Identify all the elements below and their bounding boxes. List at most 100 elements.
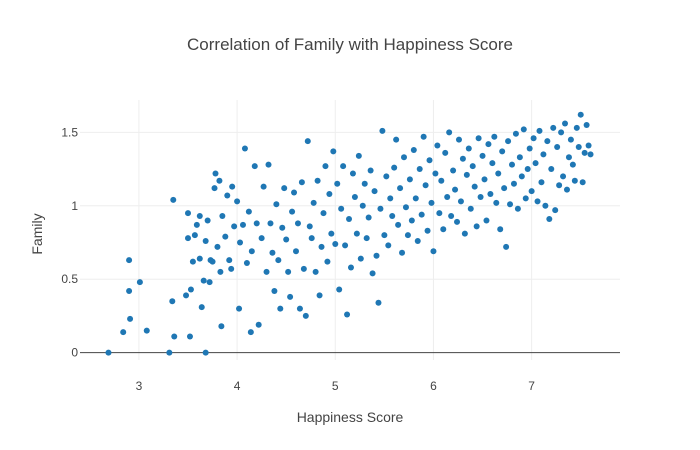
data-point	[558, 129, 565, 136]
data-point	[489, 160, 496, 167]
data-point	[260, 183, 267, 190]
data-point	[418, 211, 425, 218]
data-point	[344, 311, 351, 318]
x-tick-label: 3	[136, 379, 143, 393]
y-tick-label: 0.5	[61, 272, 78, 286]
data-point	[379, 127, 386, 134]
data-point	[296, 305, 303, 312]
data-point	[497, 226, 504, 233]
data-point	[402, 204, 409, 211]
data-point	[273, 201, 280, 208]
data-point	[328, 230, 335, 237]
data-point	[306, 223, 313, 230]
data-point	[381, 232, 388, 239]
data-point	[243, 260, 250, 267]
data-point	[404, 232, 411, 239]
data-point	[202, 238, 209, 245]
data-point	[196, 213, 203, 220]
data-point	[507, 201, 514, 208]
data-point	[186, 333, 193, 340]
data-point	[258, 235, 265, 242]
data-point	[170, 196, 177, 203]
data-point	[565, 154, 572, 161]
data-point	[393, 136, 400, 143]
tick-labels: 3 4 5 6 7 0 0.5 1 1.5	[61, 125, 535, 393]
data-point	[428, 199, 435, 206]
data-point	[302, 312, 309, 319]
data-point	[224, 192, 231, 199]
data-point	[347, 264, 354, 271]
data-point	[410, 146, 417, 153]
data-point	[479, 152, 486, 159]
data-point	[312, 268, 319, 275]
data-point	[375, 299, 382, 306]
data-point	[127, 315, 134, 322]
data-point	[383, 173, 390, 180]
data-point	[426, 157, 433, 164]
x-tick-label: 5	[332, 379, 339, 393]
data-point	[534, 198, 541, 205]
data-point	[206, 279, 213, 286]
data-point	[231, 223, 238, 230]
data-point	[334, 180, 341, 187]
x-tick-label: 7	[528, 379, 535, 393]
data-point	[193, 221, 200, 228]
data-point	[483, 217, 490, 224]
data-point	[234, 198, 241, 205]
data-point	[281, 185, 288, 192]
data-point	[518, 173, 525, 180]
data-point	[455, 136, 462, 143]
data-point	[191, 232, 198, 239]
data-point	[465, 145, 472, 152]
data-point	[401, 154, 407, 161]
data-point	[438, 177, 445, 184]
data-point	[501, 185, 508, 192]
data-point	[239, 221, 246, 228]
data-point	[322, 163, 329, 170]
data-point	[461, 230, 468, 237]
data-point	[267, 220, 274, 227]
data-point	[314, 177, 321, 184]
data-point	[169, 298, 176, 305]
data-point	[251, 163, 258, 170]
data-point	[387, 195, 394, 202]
data-point	[369, 270, 376, 277]
data-point	[457, 198, 464, 205]
data-point	[298, 179, 305, 186]
data-point	[509, 161, 515, 168]
data-point	[353, 230, 360, 237]
data-point	[355, 152, 362, 159]
data-point	[434, 142, 441, 149]
data-point	[304, 138, 311, 145]
data-point	[546, 215, 553, 222]
data-point	[567, 136, 574, 143]
data-point	[336, 286, 343, 293]
data-point	[495, 170, 502, 177]
data-point	[361, 180, 368, 187]
data-point	[587, 151, 594, 158]
data-point	[514, 205, 521, 212]
data-point	[271, 287, 278, 294]
data-point	[171, 333, 178, 340]
data-point	[448, 213, 455, 220]
data-point	[371, 188, 378, 195]
data-point	[481, 176, 488, 183]
data-point	[204, 217, 211, 224]
data-point	[530, 135, 537, 142]
y-axis-title: Family	[29, 213, 45, 254]
data-point	[416, 166, 423, 173]
data-point	[367, 167, 374, 174]
data-point	[187, 286, 194, 293]
data-point	[357, 255, 364, 262]
data-point	[226, 257, 233, 264]
data-point	[544, 138, 551, 145]
data-points	[105, 111, 594, 356]
data-point	[300, 265, 307, 272]
data-point	[202, 349, 209, 356]
data-point	[475, 135, 482, 142]
data-point	[389, 213, 396, 220]
chart-title: Correlation of Family with Happiness Sco…	[187, 35, 513, 54]
data-point	[351, 193, 358, 200]
data-point	[279, 224, 286, 231]
data-point	[308, 235, 315, 242]
